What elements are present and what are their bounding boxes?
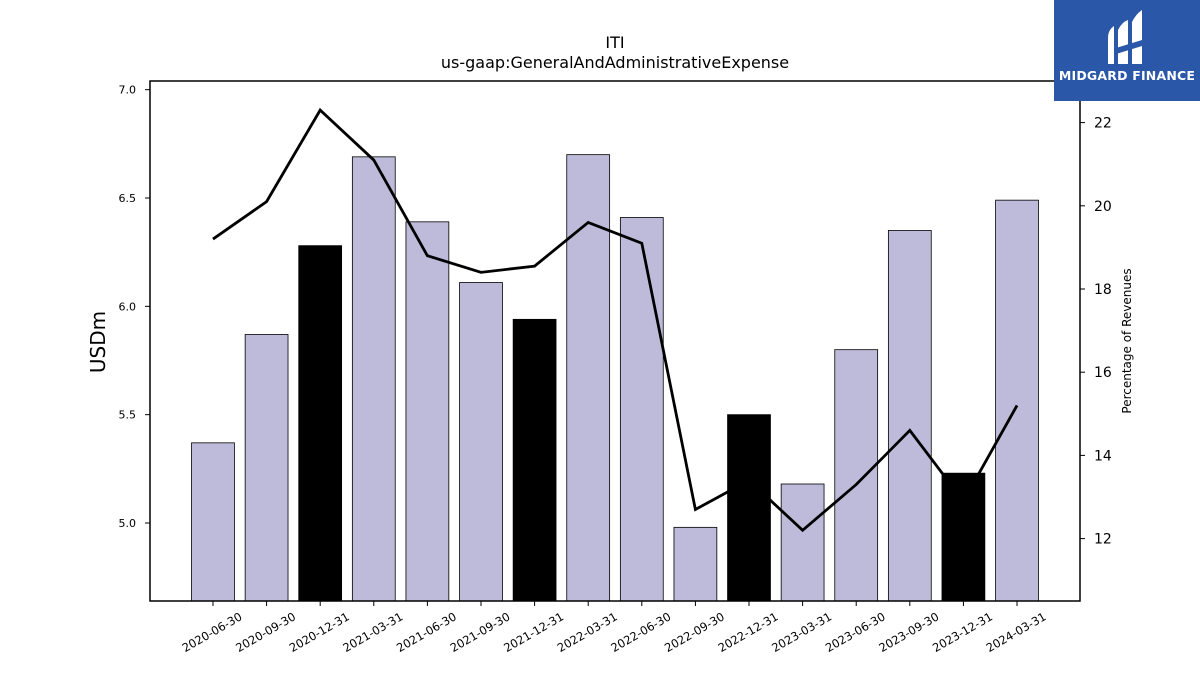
x-tick-label: 2022-09-30	[662, 609, 727, 655]
y-right-tick-label: 12	[1094, 532, 1112, 548]
bar-2023-06-30	[834, 349, 879, 602]
y-left-tick-label: 6.5	[119, 192, 137, 205]
bar-2023-09-30	[887, 230, 932, 602]
x-tick-label: 2020-09-30	[233, 609, 298, 655]
x-tick-label: 2023-09-30	[876, 609, 941, 655]
x-tick-label: 2020-06-30	[180, 609, 245, 655]
chart-title: ITI	[605, 33, 624, 52]
y-left-tick-label: 5.5	[119, 409, 137, 422]
y-right-tick-label: 16	[1094, 365, 1112, 381]
plot-frame	[149, 80, 1081, 602]
y-right-tick-label: 20	[1094, 199, 1112, 215]
y-left-tick-label: 7.0	[119, 84, 137, 97]
x-tick-label: 2024-03-31	[984, 609, 1049, 655]
bar-2024-03-31	[995, 199, 1039, 602]
y-left-tick-label: 5.0	[119, 517, 137, 530]
x-tick-label: 2021-03-31	[340, 609, 405, 655]
x-tick-label: 2023-12-31	[930, 609, 995, 655]
bar-2021-03-31	[351, 156, 396, 602]
x-tick-label: 2021-12-31	[501, 609, 566, 655]
y-axis-right-label: Percentage of Revenues	[1120, 268, 1134, 413]
bar-2023-12-31	[941, 472, 986, 602]
x-tick-label: 2021-09-30	[448, 609, 513, 655]
bar-2023-03-31	[780, 483, 825, 602]
bar-2020-06-30	[191, 442, 235, 602]
chart-subtitle: us-gaap:GeneralAndAdministrativeExpense	[441, 53, 789, 72]
y-axis-left-label: USDm	[86, 311, 110, 373]
x-tick-label: 2021-06-30	[394, 609, 459, 655]
x-tick-label: 2022-06-30	[608, 609, 673, 655]
bar-2021-09-30	[459, 282, 503, 602]
percentage-line	[212, 107, 1019, 533]
x-tick-label: 2023-06-30	[823, 609, 888, 655]
y-right-tick-label: 18	[1094, 282, 1112, 298]
x-tick-label: 2023-03-31	[769, 609, 834, 655]
x-tick-label: 2020-12-31	[287, 609, 352, 655]
bars-layer	[191, 154, 1039, 602]
bar-2022-12-31	[727, 414, 771, 602]
logo-text: MIDGARD FINANCE	[1058, 68, 1196, 83]
y-right-tick-label: 22	[1094, 116, 1112, 132]
bar-2021-06-30	[405, 221, 450, 602]
y-right-tick-label: 14	[1094, 448, 1112, 464]
y-left-tick-label: 6.0	[119, 300, 137, 313]
x-tick-label: 2022-03-31	[555, 609, 620, 655]
bar-2020-09-30	[244, 334, 289, 602]
logo-mark-icon	[1108, 10, 1142, 64]
bar-2022-09-30	[673, 526, 718, 602]
x-tick-label: 2022-12-31	[716, 609, 781, 655]
bar-2022-06-30	[619, 217, 664, 602]
bar-2021-12-31	[512, 318, 557, 602]
line-layer	[212, 107, 1019, 533]
brand-logo: MIDGARD FINANCE	[1054, 0, 1200, 101]
bar-2020-12-31	[298, 245, 343, 602]
